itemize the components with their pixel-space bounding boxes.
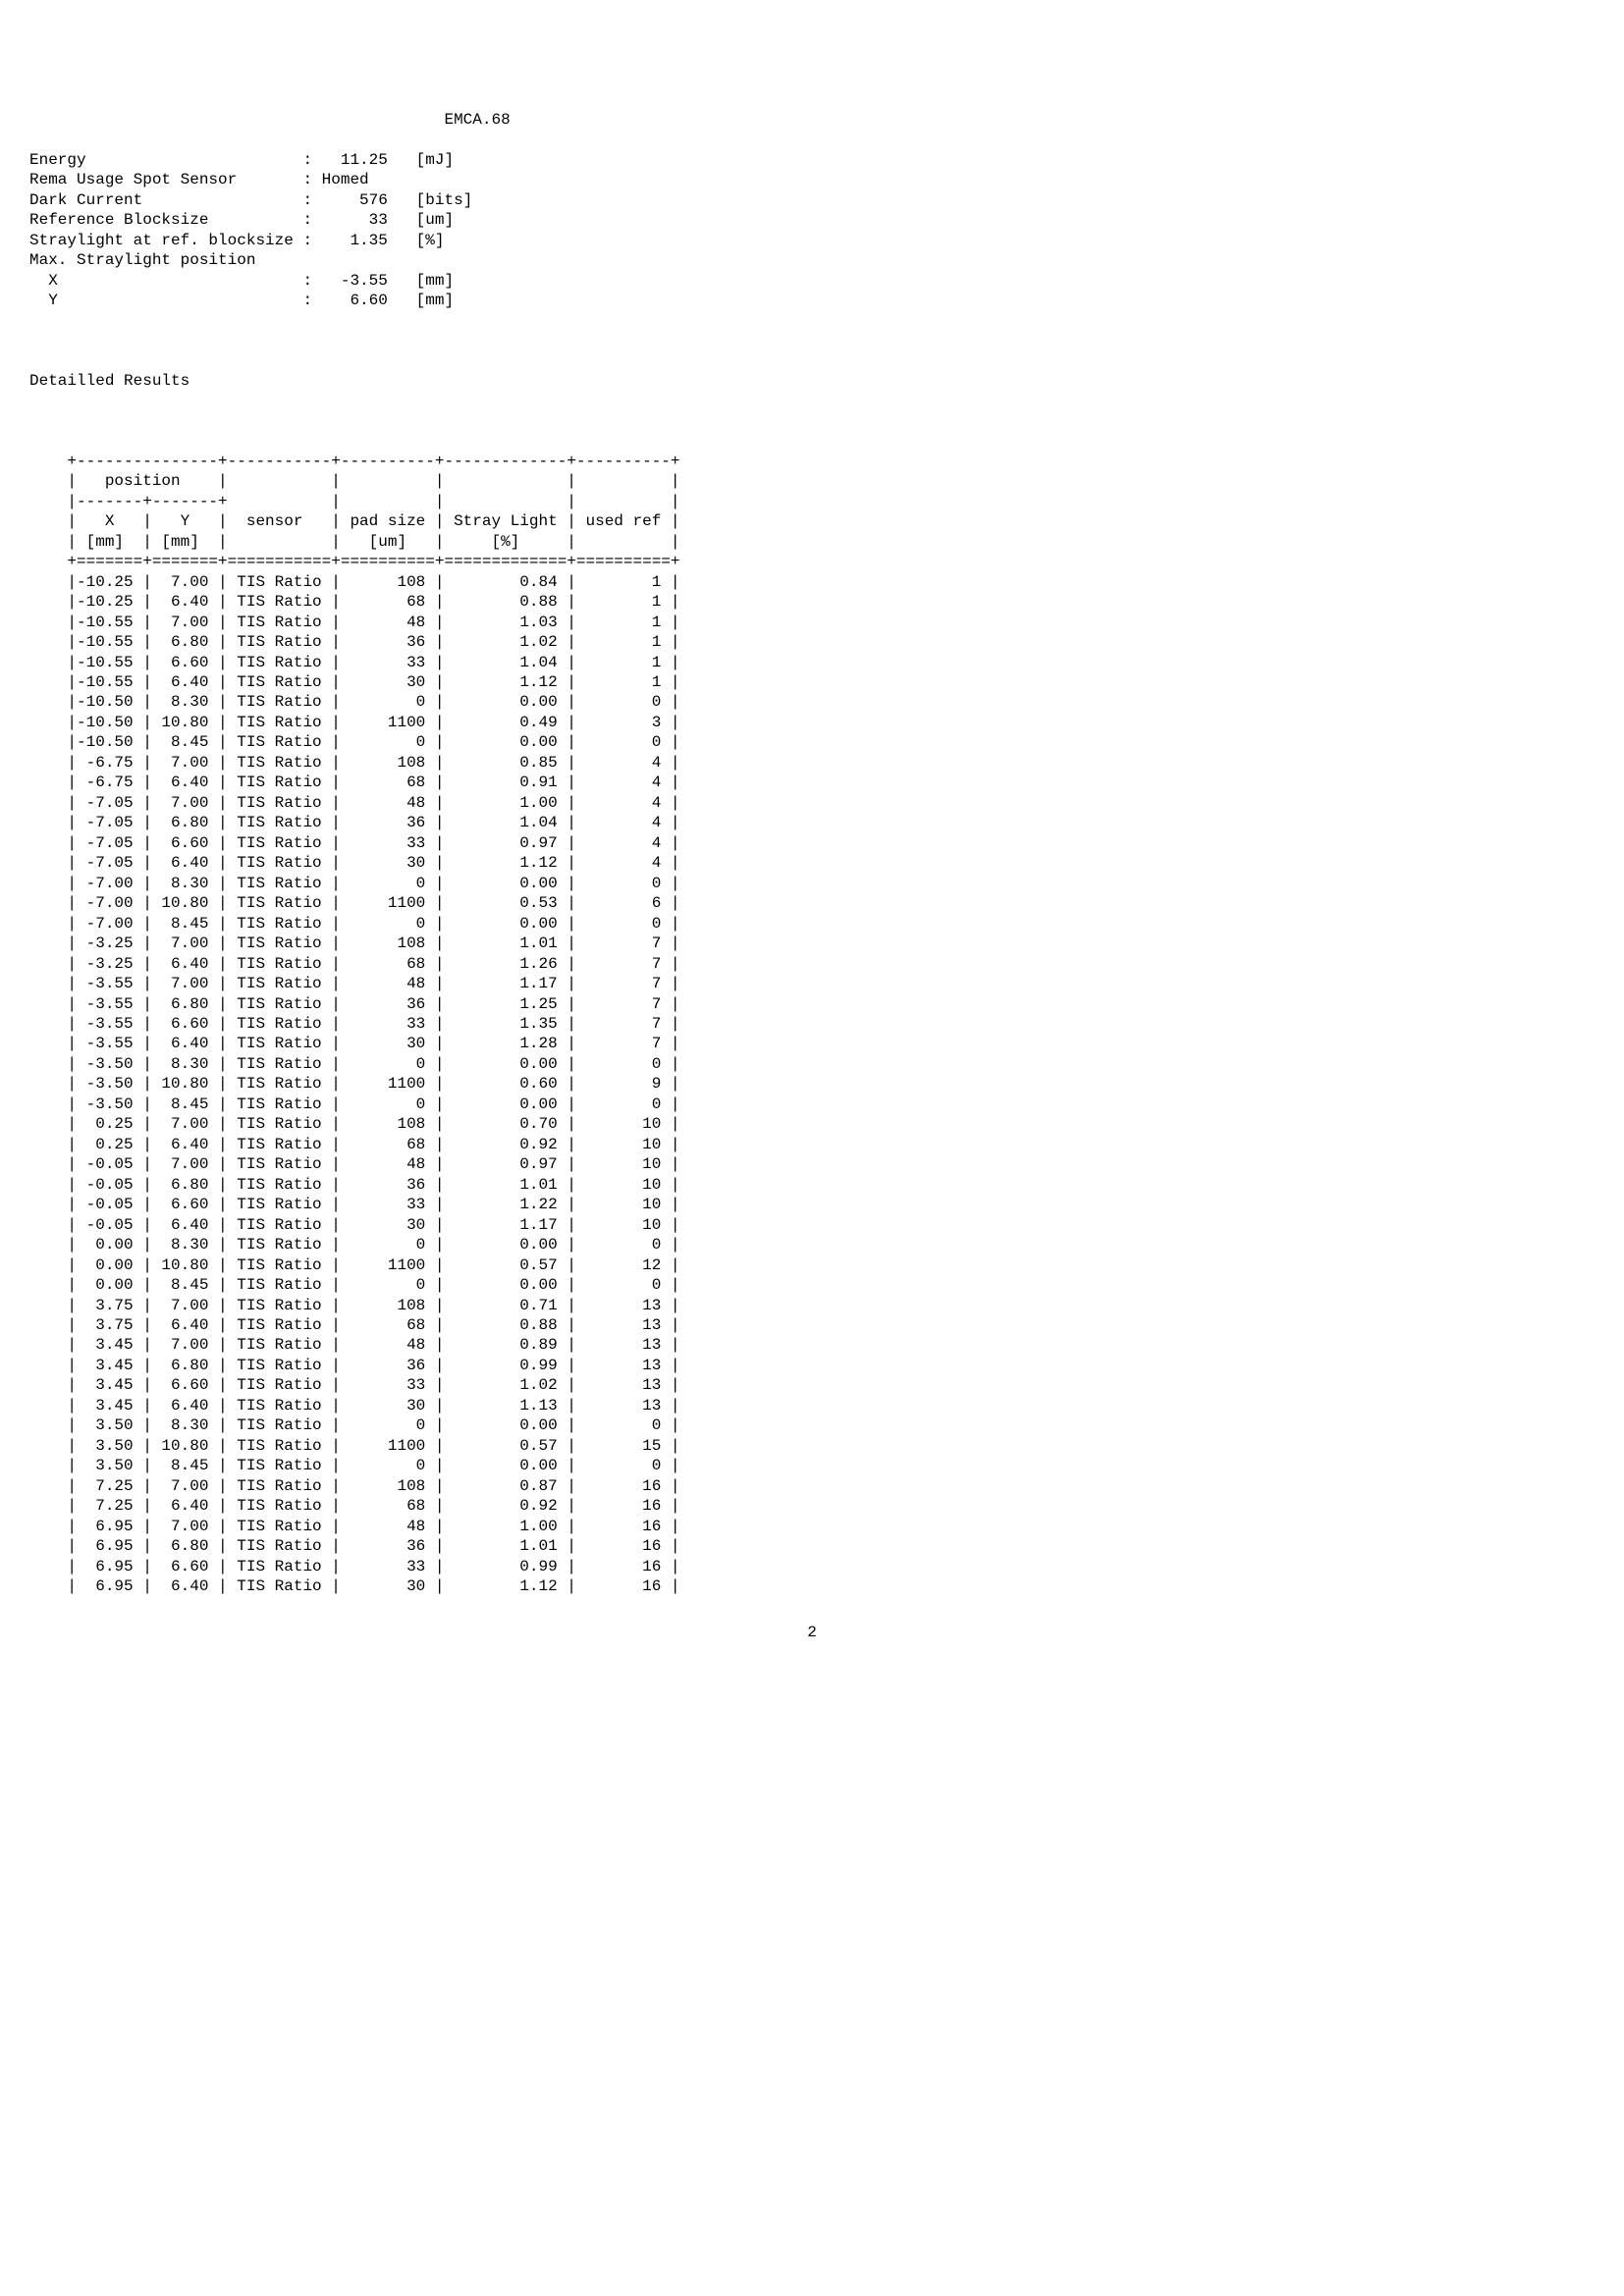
table-line-21: | -7.00 | 8.30 | TIS Ratio | 0 | 0.00 | … <box>29 875 680 892</box>
header-line-3: Reference Blocksize : 33 [um] <box>29 211 454 229</box>
table-line-31: | -3.50 | 10.80 | TIS Ratio | 1100 | 0.6… <box>29 1075 680 1093</box>
table-line-34: | 0.25 | 6.40 | TIS Ratio | 68 | 0.92 | … <box>29 1136 680 1153</box>
table-line-17: | -7.05 | 7.00 | TIS Ratio | 48 | 1.00 |… <box>29 794 680 812</box>
table-line-12: |-10.50 | 8.30 | TIS Ratio | 0 | 0.00 | … <box>29 693 680 711</box>
doc-title-pad <box>29 111 444 129</box>
table-line-2: |-------+-------+ | | | | <box>29 493 680 510</box>
page-number: 2 <box>29 1623 1595 1642</box>
table-line-39: | 0.00 | 8.30 | TIS Ratio | 0 | 0.00 | 0… <box>29 1236 680 1254</box>
table-line-43: | 3.75 | 6.40 | TIS Ratio | 68 | 0.88 | … <box>29 1316 680 1334</box>
table-line-24: | -3.25 | 7.00 | TIS Ratio | 108 | 1.01 … <box>29 934 680 952</box>
table-line-26: | -3.55 | 7.00 | TIS Ratio | 48 | 1.17 |… <box>29 975 680 992</box>
table-line-48: | 3.50 | 8.30 | TIS Ratio | 0 | 0.00 | 0… <box>29 1416 680 1434</box>
table-line-5: +=======+=======+===========+==========+… <box>29 553 680 570</box>
table-line-1: | position | | | | | <box>29 472 680 490</box>
table-line-36: | -0.05 | 6.80 | TIS Ratio | 36 | 1.01 |… <box>29 1176 680 1194</box>
table-line-18: | -7.05 | 6.80 | TIS Ratio | 36 | 1.04 |… <box>29 814 680 831</box>
table-line-16: | -6.75 | 6.40 | TIS Ratio | 68 | 0.91 |… <box>29 774 680 791</box>
table-line-29: | -3.55 | 6.40 | TIS Ratio | 30 | 1.28 |… <box>29 1035 680 1052</box>
table-line-51: | 7.25 | 7.00 | TIS Ratio | 108 | 0.87 |… <box>29 1477 680 1495</box>
table-line-25: | -3.25 | 6.40 | TIS Ratio | 68 | 1.26 |… <box>29 955 680 973</box>
table-line-37: | -0.05 | 6.60 | TIS Ratio | 33 | 1.22 |… <box>29 1196 680 1213</box>
header-line-6: X : -3.55 [mm] <box>29 272 454 290</box>
blank-line-1 <box>29 331 1595 350</box>
page-number-value: 2 <box>807 1624 817 1641</box>
table-line-49: | 3.50 | 10.80 | TIS Ratio | 1100 | 0.57… <box>29 1437 680 1455</box>
table-line-0: +---------------+-----------+----------+… <box>29 453 680 470</box>
table-line-15: | -6.75 | 7.00 | TIS Ratio | 108 | 0.85 … <box>29 754 680 772</box>
doc-title: EMCA.68 <box>444 111 510 129</box>
table-line-3: | X | Y | sensor | pad size | Stray Ligh… <box>29 512 680 530</box>
header-line-2: Dark Current : 576 [bits] <box>29 191 472 209</box>
table-line-8: |-10.55 | 7.00 | TIS Ratio | 48 | 1.03 |… <box>29 614 680 631</box>
table-line-4: | [mm] | [mm] | | [um] | [%] | | <box>29 533 680 551</box>
table-line-55: | 6.95 | 6.60 | TIS Ratio | 33 | 0.99 | … <box>29 1558 680 1575</box>
table-line-23: | -7.00 | 8.45 | TIS Ratio | 0 | 0.00 | … <box>29 915 680 933</box>
table-line-33: | 0.25 | 7.00 | TIS Ratio | 108 | 0.70 |… <box>29 1115 680 1133</box>
table-line-11: |-10.55 | 6.40 | TIS Ratio | 30 | 1.12 |… <box>29 673 680 691</box>
table-line-44: | 3.45 | 7.00 | TIS Ratio | 48 | 0.89 | … <box>29 1336 680 1354</box>
table-line-52: | 7.25 | 6.40 | TIS Ratio | 68 | 0.92 | … <box>29 1497 680 1515</box>
results-table: +---------------+-----------+----------+… <box>29 452 1595 1597</box>
table-line-30: | -3.50 | 8.30 | TIS Ratio | 0 | 0.00 | … <box>29 1055 680 1073</box>
table-line-27: | -3.55 | 6.80 | TIS Ratio | 36 | 1.25 |… <box>29 995 680 1013</box>
table-line-38: | -0.05 | 6.40 | TIS Ratio | 30 | 1.17 |… <box>29 1216 680 1234</box>
table-line-41: | 0.00 | 8.45 | TIS Ratio | 0 | 0.00 | 0… <box>29 1276 680 1294</box>
table-line-28: | -3.55 | 6.60 | TIS Ratio | 33 | 1.35 |… <box>29 1015 680 1033</box>
header-line-4: Straylight at ref. blocksize : 1.35 [%] <box>29 232 444 249</box>
table-line-54: | 6.95 | 6.80 | TIS Ratio | 36 | 1.01 | … <box>29 1537 680 1555</box>
table-line-13: |-10.50 | 10.80 | TIS Ratio | 1100 | 0.4… <box>29 714 680 731</box>
table-line-22: | -7.00 | 10.80 | TIS Ratio | 1100 | 0.5… <box>29 894 680 912</box>
table-line-47: | 3.45 | 6.40 | TIS Ratio | 30 | 1.13 | … <box>29 1397 680 1415</box>
table-line-6: |-10.25 | 7.00 | TIS Ratio | 108 | 0.84 … <box>29 573 680 591</box>
table-line-32: | -3.50 | 8.45 | TIS Ratio | 0 | 0.00 | … <box>29 1095 680 1113</box>
table-line-46: | 3.45 | 6.60 | TIS Ratio | 33 | 1.02 | … <box>29 1376 680 1394</box>
header-block: Energy : 11.25 [mJ] Rema Usage Spot Sens… <box>29 150 1595 311</box>
document-title-line: EMCA.68 <box>29 110 1595 130</box>
table-line-53: | 6.95 | 7.00 | TIS Ratio | 48 | 1.00 | … <box>29 1518 680 1535</box>
table-line-50: | 3.50 | 8.45 | TIS Ratio | 0 | 0.00 | 0… <box>29 1457 680 1474</box>
table-line-10: |-10.55 | 6.60 | TIS Ratio | 33 | 1.04 |… <box>29 654 680 671</box>
blank-line-2 <box>29 411 1595 431</box>
section-title: Detailled Results <box>29 371 1595 391</box>
table-line-9: |-10.55 | 6.80 | TIS Ratio | 36 | 1.02 |… <box>29 633 680 651</box>
header-line-0: Energy : 11.25 [mJ] <box>29 151 454 169</box>
table-line-56: | 6.95 | 6.40 | TIS Ratio | 30 | 1.12 | … <box>29 1577 680 1595</box>
table-line-40: | 0.00 | 10.80 | TIS Ratio | 1100 | 0.57… <box>29 1256 680 1274</box>
table-line-42: | 3.75 | 7.00 | TIS Ratio | 108 | 0.71 |… <box>29 1297 680 1314</box>
table-line-19: | -7.05 | 6.60 | TIS Ratio | 33 | 0.97 |… <box>29 834 680 852</box>
header-line-1: Rema Usage Spot Sensor : Homed <box>29 171 369 188</box>
header-line-7: Y : 6.60 [mm] <box>29 292 454 309</box>
table-line-35: | -0.05 | 7.00 | TIS Ratio | 48 | 0.97 |… <box>29 1155 680 1173</box>
table-line-45: | 3.45 | 6.80 | TIS Ratio | 36 | 0.99 | … <box>29 1357 680 1374</box>
header-line-5: Max. Straylight position <box>29 251 312 269</box>
table-line-14: |-10.50 | 8.45 | TIS Ratio | 0 | 0.00 | … <box>29 733 680 751</box>
table-line-7: |-10.25 | 6.40 | TIS Ratio | 68 | 0.88 |… <box>29 593 680 611</box>
table-line-20: | -7.05 | 6.40 | TIS Ratio | 30 | 1.12 |… <box>29 854 680 872</box>
